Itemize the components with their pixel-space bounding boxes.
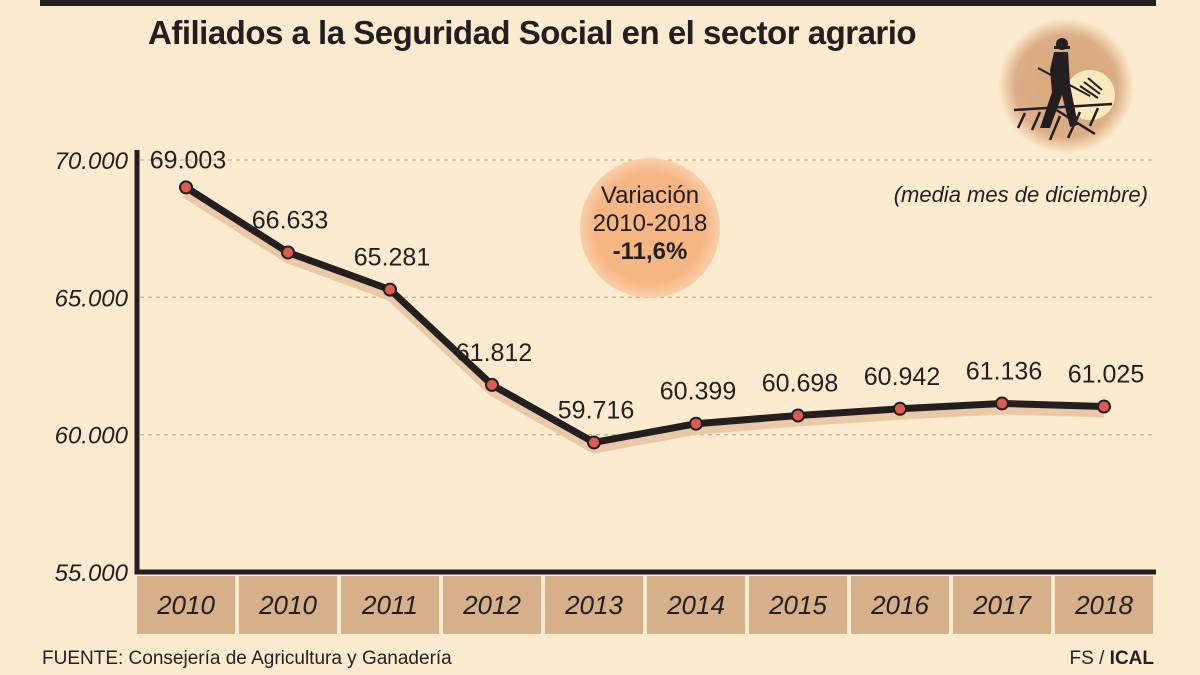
farmer-with-pitchfork-icon (998, 18, 1134, 154)
data-point (383, 282, 397, 297)
data-label: 59.716 (558, 396, 634, 424)
data-point (1097, 399, 1111, 414)
data-label: 60.399 (660, 378, 736, 406)
y-tick-label: 60.000 (55, 423, 129, 450)
credit-agency: ICAL (1109, 648, 1154, 669)
x-axis-box (749, 576, 847, 634)
variation-badge: Variación 2010-2018 -11,6% (580, 158, 720, 298)
data-point (179, 180, 193, 195)
x-tick-label: 2011 (361, 590, 418, 620)
data-point (587, 435, 601, 450)
data-point (485, 377, 499, 392)
x-tick-label: 2014 (666, 590, 725, 620)
y-tick-label: 70.000 (55, 148, 129, 175)
x-tick-label: 2016 (870, 590, 929, 620)
x-tick-label: 2010 (156, 590, 215, 620)
data-label: 61.812 (456, 339, 532, 367)
variation-value: -11,6% (612, 238, 688, 265)
x-axis-box (443, 576, 541, 634)
chart-title: Afiliados a la Seguridad Social en el se… (148, 14, 917, 51)
x-tick-label: 2013 (564, 590, 623, 620)
x-tick-label: 2015 (768, 590, 827, 620)
x-axis-box (239, 576, 337, 634)
x-tick-label: 2012 (462, 590, 521, 620)
data-label: 66.633 (252, 206, 328, 234)
credit-prefix: FS / (1069, 648, 1105, 669)
data-point (893, 401, 907, 416)
y-tick-label: 55.000 (55, 560, 129, 587)
data-label: 69.003 (150, 146, 226, 174)
data-point (791, 408, 805, 423)
source-note: FUENTE: Consejería de Agricultura y Gana… (42, 648, 452, 669)
x-tick-label: 2010 (258, 590, 317, 620)
x-axis-box (647, 576, 745, 634)
data-label: 61.136 (966, 357, 1042, 385)
x-axis-box (1055, 576, 1153, 634)
variation-period: 2010-2018 (592, 210, 708, 237)
top-rule (40, 0, 1156, 6)
data-point (995, 396, 1009, 411)
x-axis-box (851, 576, 949, 634)
y-tick-label: 65.000 (55, 285, 129, 312)
x-axis-box (341, 576, 439, 634)
x-axis-box (545, 576, 643, 634)
series-line (184, 184, 1105, 446)
chart-note: (media mes de diciembre) (893, 182, 1148, 207)
line-shadow (183, 189, 1105, 454)
credit: FS / ICAL (1070, 648, 1154, 670)
x-axis-box (137, 576, 235, 634)
data-label: 61.025 (1068, 361, 1144, 389)
variation-label: Variación (600, 182, 700, 209)
data-point (689, 416, 703, 431)
x-axis-box (953, 576, 1051, 634)
x-tick-label: 2017 (972, 590, 1032, 620)
data-label: 65.281 (354, 244, 430, 272)
data-label: 60.942 (864, 363, 940, 391)
data-point (281, 245, 295, 260)
axis-line (134, 150, 1156, 575)
data-label: 60.698 (762, 369, 838, 397)
x-tick-label: 2018 (1074, 590, 1133, 620)
